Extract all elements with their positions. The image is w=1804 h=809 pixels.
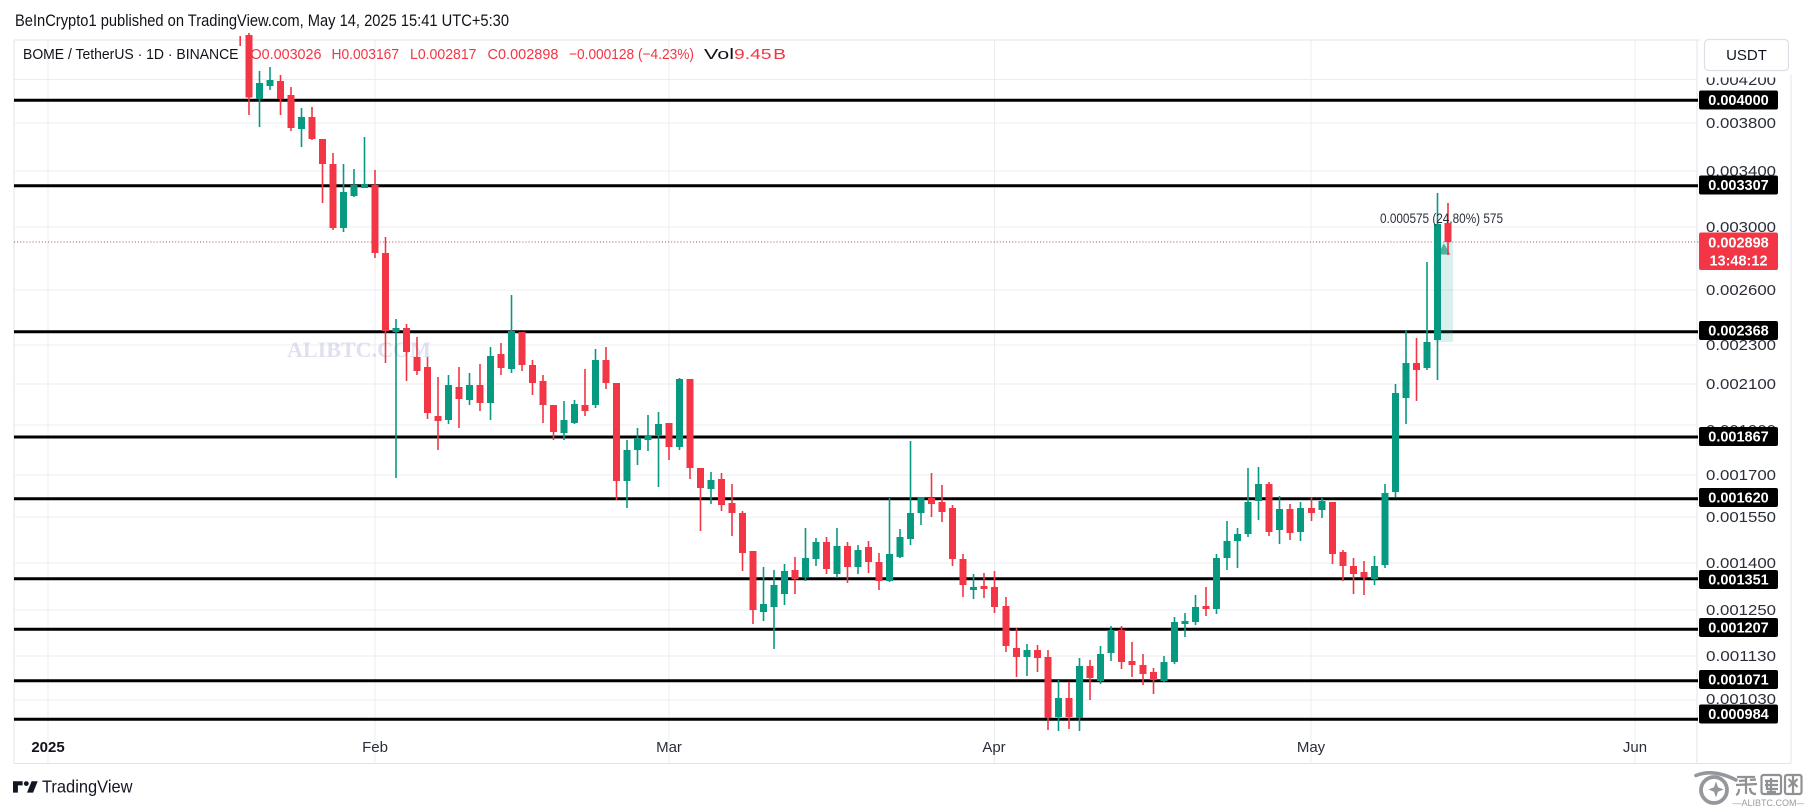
- svg-text:0.002100: 0.002100: [1706, 376, 1776, 393]
- svg-text:0.003307: 0.003307: [1708, 178, 1768, 194]
- svg-text:0.001620: 0.001620: [1708, 491, 1768, 507]
- svg-text:C0.002898: C0.002898: [488, 46, 559, 63]
- svg-text:Mar: Mar: [656, 739, 682, 756]
- svg-text:0.001030: 0.001030: [1706, 691, 1776, 708]
- svg-text:May: May: [1297, 739, 1326, 756]
- svg-text:L0.002817: L0.002817: [410, 46, 477, 63]
- svg-text:BeInCrypto1 published on Tradi: BeInCrypto1 published on TradingView.com…: [15, 11, 509, 30]
- svg-text:0.001400: 0.001400: [1706, 555, 1776, 572]
- svg-text:BOME / TetherUS · 1D · BINANCE: BOME / TetherUS · 1D · BINANCE: [23, 46, 239, 63]
- svg-text:0.001700: 0.001700: [1706, 467, 1776, 484]
- svg-text:0.002898: 0.002898: [1708, 236, 1768, 252]
- svg-text:0.001351: 0.001351: [1708, 573, 1768, 589]
- svg-text:0.004000: 0.004000: [1708, 93, 1768, 109]
- svg-text:0.003000: 0.003000: [1706, 219, 1776, 236]
- svg-text:13:48:12: 13:48:12: [1709, 254, 1767, 270]
- svg-text:O0.003026: O0.003026: [251, 46, 322, 63]
- svg-text:Feb: Feb: [362, 739, 388, 756]
- svg-text:0.001207: 0.001207: [1708, 621, 1768, 637]
- svg-text:−0.000128 (−4.23%): −0.000128 (−4.23%): [569, 46, 694, 63]
- svg-text:0.002600: 0.002600: [1706, 282, 1776, 299]
- svg-text:0.001071: 0.001071: [1708, 673, 1768, 689]
- svg-text:0.000984: 0.000984: [1708, 707, 1768, 723]
- svg-text:0.003800: 0.003800: [1706, 115, 1776, 132]
- svg-text:0.001130: 0.001130: [1706, 648, 1776, 665]
- svg-text:Apr: Apr: [982, 739, 1005, 756]
- svg-text:TradingView: TradingView: [42, 777, 133, 797]
- svg-text:9.45 B: 9.45 B: [734, 46, 786, 63]
- svg-text:0.002300: 0.002300: [1706, 337, 1776, 354]
- svg-text:Jun: Jun: [1623, 739, 1647, 756]
- svg-text:0.001867: 0.001867: [1708, 430, 1768, 446]
- svg-text:—ALIBTC.COM—: —ALIBTC.COM—: [1732, 798, 1804, 808]
- svg-text:0.001250: 0.001250: [1706, 602, 1776, 619]
- svg-text:0.000575 (24.80%) 575: 0.000575 (24.80%) 575: [1380, 211, 1503, 226]
- svg-text:H0.003167: H0.003167: [332, 46, 400, 63]
- svg-text:2025: 2025: [31, 739, 64, 756]
- svg-text:Vol: Vol: [704, 46, 734, 63]
- svg-text:0.002368: 0.002368: [1708, 324, 1768, 340]
- svg-text:USDT: USDT: [1726, 47, 1767, 64]
- svg-text:0.001550: 0.001550: [1706, 509, 1776, 526]
